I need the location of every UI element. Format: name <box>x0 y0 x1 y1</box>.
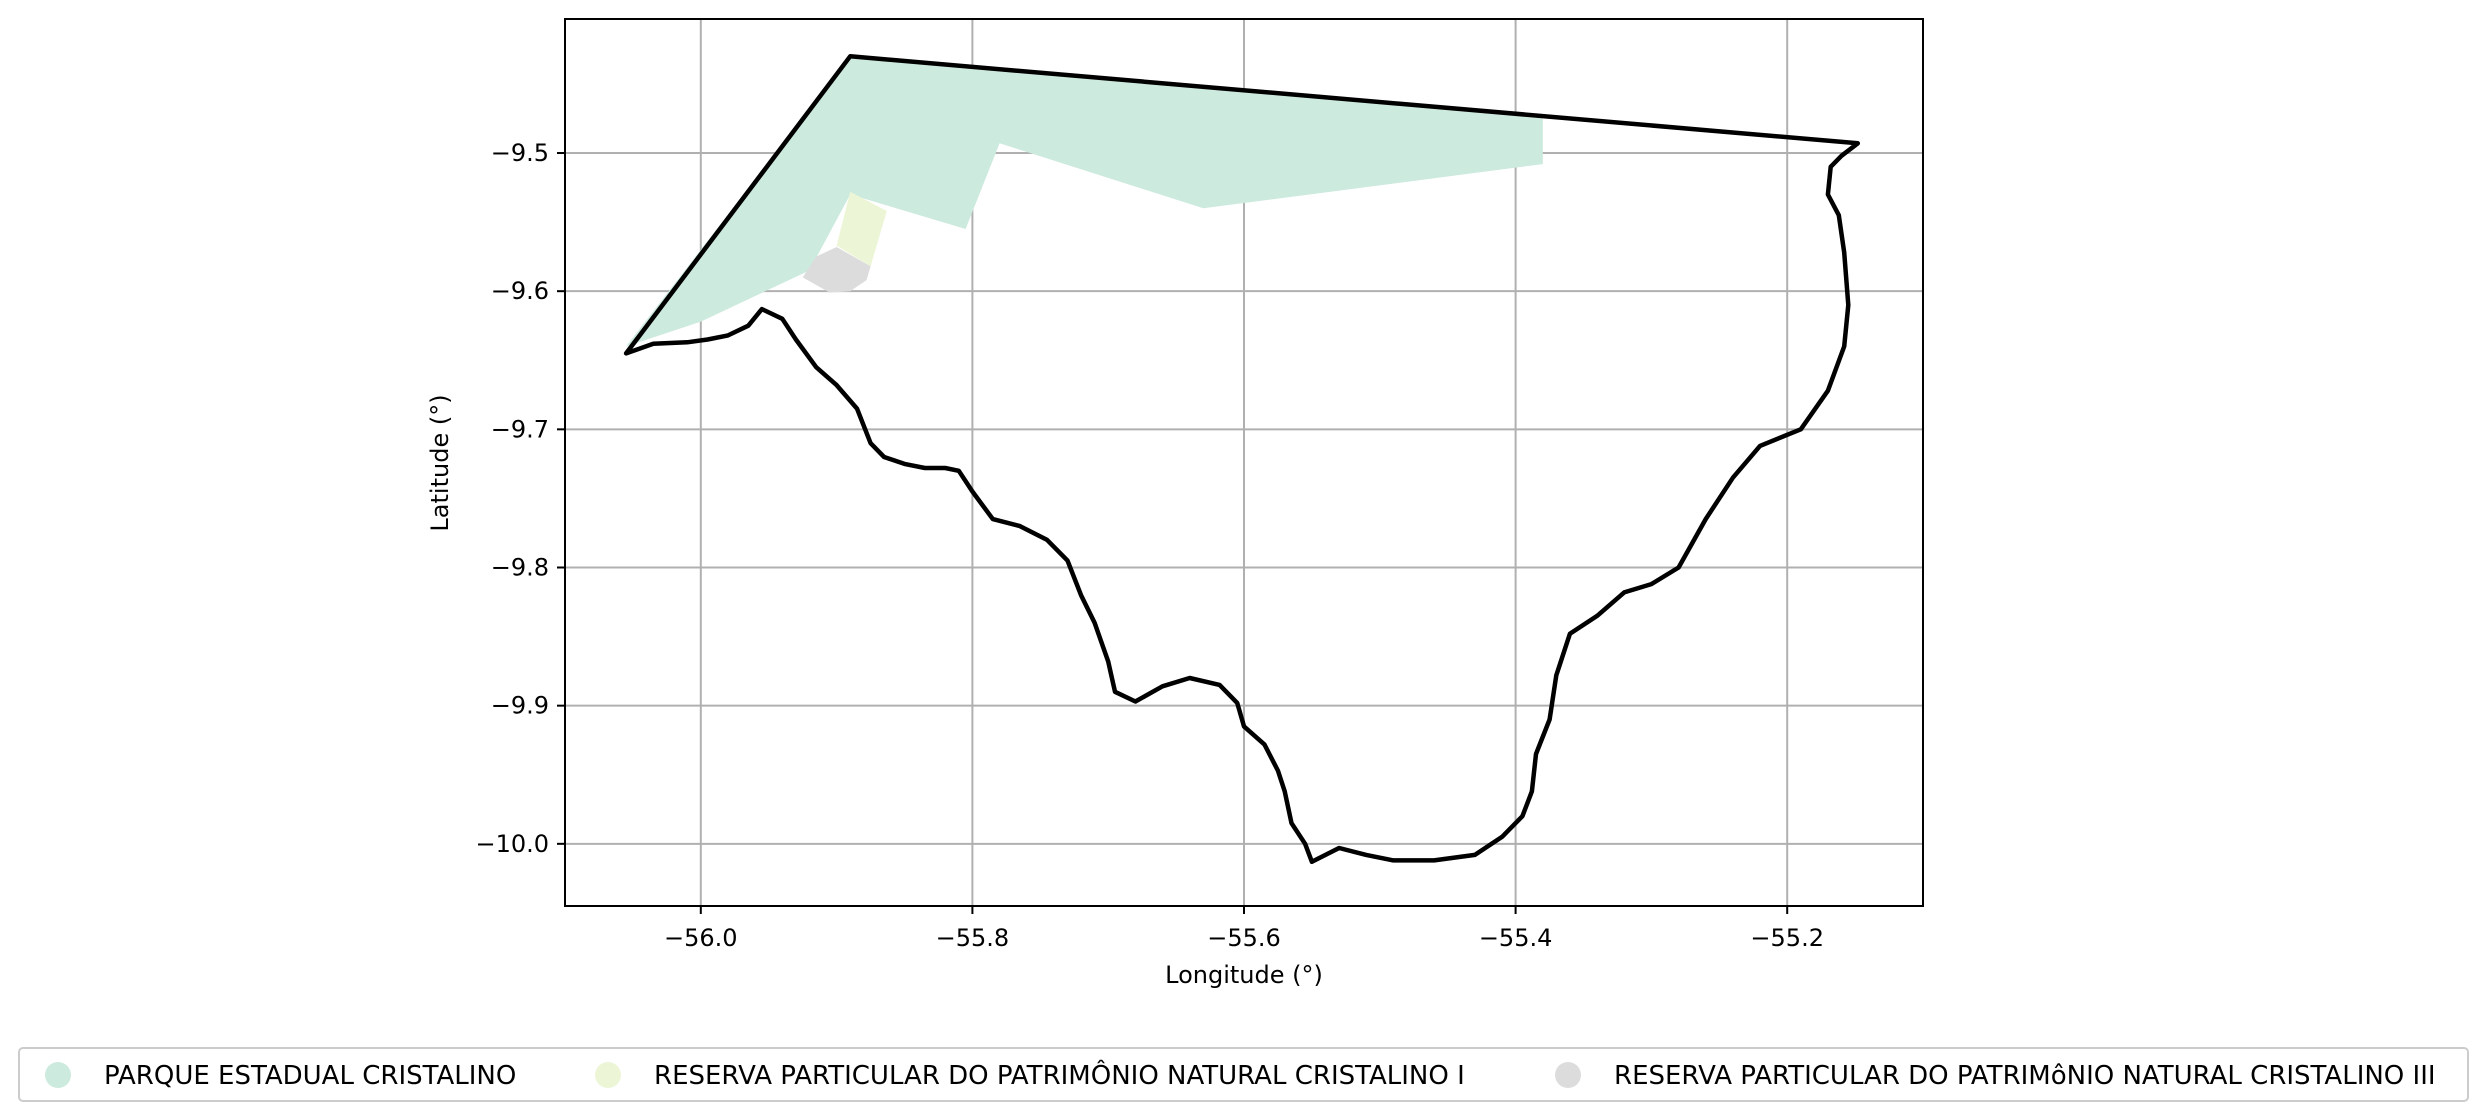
y-axis-label: Latitude (°) <box>426 394 454 531</box>
area-1 <box>626 56 1543 347</box>
protected-areas <box>626 56 1543 347</box>
axis-ticks: −56.0 −55.8 −55.6 −55.4 −55.2 −9.5 −9.6 −9.7 −9.… <box>475 139 1824 952</box>
x-tick-label: −55.2 <box>1750 924 1824 952</box>
y-tick-label: −10.0 <box>475 830 549 858</box>
legend-label: RESERVA PARTICULAR DO PATRIMÔNIO NATURAL… <box>654 1059 1465 1091</box>
legend-marker <box>45 1062 71 1088</box>
y-tick-label: −9.7 <box>491 415 549 443</box>
boundary-line <box>623 54 1861 865</box>
legend: PARQUE ESTADUAL CRISTALINO RESERVA PARTIC… <box>18 1047 2469 1102</box>
x-tick-label: −55.4 <box>1479 924 1553 952</box>
y-tick-label: −9.9 <box>491 692 549 720</box>
x-axis-label: Longitude (°) <box>1165 961 1323 989</box>
legend-items: PARQUE ESTADUAL CRISTALINO RESERVA PARTIC… <box>45 1059 2436 1091</box>
y-tick-label: −9.8 <box>491 554 549 582</box>
legend-marker <box>1555 1062 1581 1088</box>
boundary-outline <box>623 54 1861 865</box>
legend-frame <box>18 1047 2469 1102</box>
y-tick-label: −9.6 <box>491 277 549 305</box>
y-tick-label: −9.5 <box>491 139 549 167</box>
x-tick-label: −55.8 <box>936 924 1010 952</box>
x-tick-label: −56.0 <box>664 924 738 952</box>
legend-label: PARQUE ESTADUAL CRISTALINO <box>104 1061 516 1091</box>
area-2 <box>836 191 887 267</box>
legend-marker <box>595 1062 621 1088</box>
legend-label: RESERVA PARTICULAR DO PATRIMôNIO NATURAL… <box>1614 1061 2436 1091</box>
area-3 <box>802 247 871 293</box>
x-tick-label: −55.6 <box>1207 924 1281 952</box>
